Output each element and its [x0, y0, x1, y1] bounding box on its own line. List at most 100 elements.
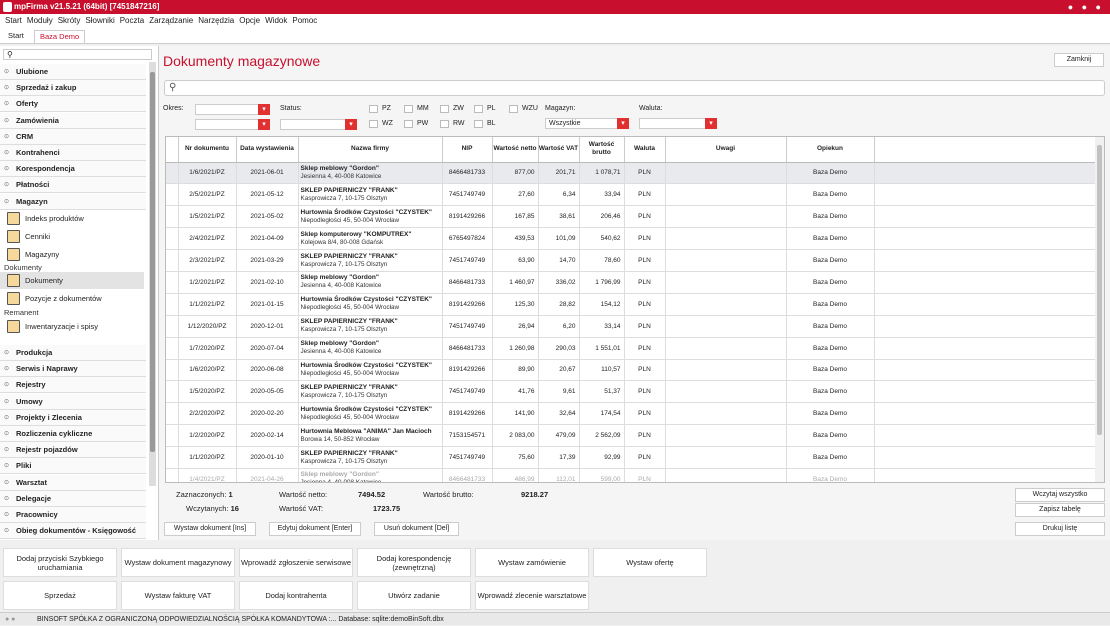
menu-item-1[interactable]: Moduły	[26, 16, 53, 25]
sidebar-group-ulubione[interactable]: Ulubione	[0, 64, 146, 80]
table-row[interactable]: 2/5/2021/PZ 2021-05-12 SKLEP PAPIERNICZY "…	[166, 183, 1104, 207]
sidebar-group-pliki[interactable]: Pliki	[0, 458, 146, 475]
sidebar-group-warsztat[interactable]: Warsztat	[0, 474, 146, 491]
search-input[interactable]: ⚲	[164, 80, 1105, 96]
close-button[interactable]: Zamknij	[1054, 53, 1104, 67]
sidebar-group-pracownicy[interactable]: Pracownicy	[0, 507, 146, 523]
sidebar-scrollbar[interactable]	[149, 62, 156, 486]
sidebar-group-serwis-i-naprawy[interactable]: Serwis i Naprawy	[0, 361, 146, 378]
checkbox-zw[interactable]	[440, 105, 449, 113]
delete-document-button[interactable]: Usuń dokument [Del]	[374, 522, 459, 536]
sidebar-group-rozliczenia-cykliczne[interactable]: Rozliczenia cykliczne	[0, 426, 146, 442]
table-row[interactable]: 2/2/2020/PZ 2020-02-20 Hurtownia Środków C…	[166, 402, 1104, 426]
quick-button-7[interactable]: Wystaw fakturę VAT	[121, 581, 235, 610]
table-row[interactable]: 1/6/2020/PZ 2020-06-08 Hurtownia Środków C…	[166, 359, 1104, 382]
menu-item-6[interactable]: Narzędzia	[198, 16, 235, 25]
table-row[interactable]: 2/4/2021/PZ 2021-04-09 Sklep komputerowy "…	[166, 227, 1104, 251]
checkbox-mm[interactable]	[404, 105, 413, 113]
sidebar-group-kontrahenci[interactable]: Kontrahenci	[0, 145, 146, 161]
column-header-opiekun[interactable]: Opiekun	[786, 137, 875, 163]
quick-button-2[interactable]: Wprowadź zgłoszenie serwisowe	[239, 548, 353, 577]
print-list-button[interactable]: Drukuj listę	[1015, 522, 1105, 536]
column-header-waluta[interactable]: Waluta	[624, 137, 666, 163]
sidebar-item-cenniki[interactable]: Cenniki	[0, 228, 144, 245]
sidebar-group-produkcja[interactable]: Produkcja	[0, 345, 146, 361]
edit-document-button[interactable]: Edytuj dokument [Enter]	[269, 522, 361, 536]
sidebar-group-delegacje[interactable]: Delegacje	[0, 490, 146, 507]
column-header-nip[interactable]: NIP	[442, 137, 493, 163]
table-row[interactable]: 1/5/2020/PZ 2020-05-05 SKLEP PAPIERNICZY "…	[166, 380, 1104, 404]
menu-item-5[interactable]: Zarządzanie	[149, 16, 194, 25]
quick-button-8[interactable]: Dodaj kontrahenta	[239, 581, 353, 610]
save-table-button[interactable]: Zapisz tabelę	[1015, 503, 1105, 517]
sidebar-group-korespondencja[interactable]: Korespondencja	[0, 161, 146, 178]
menu-item-9[interactable]: Pomoc	[292, 16, 318, 25]
column-header-warto-netto[interactable]: Wartość netto	[492, 137, 539, 163]
quick-button-6[interactable]: Sprzedaż	[3, 581, 117, 610]
column-header-warto-vat[interactable]: Wartość VAT	[538, 137, 580, 163]
column-header-uwagi[interactable]: Uwagi	[665, 137, 787, 163]
menu-item-7[interactable]: Opcje	[239, 16, 261, 25]
sidebar-group-obieg-dokument-w-ksi-gowo-[interactable]: Obieg dokumentów - Księgowość	[0, 523, 146, 540]
column-header-nazwa-firmy[interactable]: Nazwa firmy	[298, 137, 443, 163]
table-row[interactable]: 1/5/2021/PZ 2021-05-02 Hurtownia Środków C…	[166, 205, 1104, 229]
table-row[interactable]: 1/6/2021/PZ 2021-06-01 Sklep meblowy "Gord…	[166, 162, 1104, 185]
window-controls[interactable]: ● ● ●	[1067, 2, 1104, 12]
table-row[interactable]: 1/1/2021/PZ 2021-01-15 Hurtownia Środków C…	[166, 293, 1104, 316]
table-row[interactable]: 1/7/2020/PZ 2020-07-04 Sklep meblowy "Gord…	[166, 337, 1104, 360]
table-row[interactable]: 1/2/2020/PZ 2020-02-14 Hurtownia Meblowa "…	[166, 424, 1104, 448]
checkbox-pw[interactable]	[404, 120, 413, 128]
table-row[interactable]: 1/1/2020/PZ 2020-01-10 SKLEP PAPIERNICZY "…	[166, 446, 1104, 469]
status-select[interactable]: ▾	[280, 119, 357, 130]
table-row[interactable]: 1/2/2021/PZ 2021-02-10 Sklep meblowy "Gord…	[166, 271, 1104, 294]
checkbox-rw[interactable]	[440, 120, 449, 128]
checkbox-wz[interactable]	[369, 120, 378, 128]
sidebar-group-projekty-i-zlecenia[interactable]: Projekty i Zlecenia	[0, 409, 146, 426]
menu-item-4[interactable]: Poczta	[119, 16, 145, 25]
quick-button-4[interactable]: Wystaw zamówienie	[475, 548, 589, 577]
sidebar-item-indeks-produkt-w[interactable]: Indeks produktów	[0, 210, 144, 227]
sidebar-item-pozycje-z-dokument-w[interactable]: Pozycje z dokumentów	[0, 290, 144, 307]
sidebar-group-crm[interactable]: CRM	[0, 128, 146, 145]
sidebar-item-inwentaryzacje-i-spisy[interactable]: Inwentaryzacje i spisy	[0, 318, 144, 335]
waluta-select[interactable]: ▾	[639, 118, 717, 129]
magazyn-select[interactable]: Wszystkie ▾	[545, 118, 629, 129]
checkbox-wzu[interactable]	[509, 105, 518, 113]
column-header-data-wystawienia[interactable]: Data wystawienia	[236, 137, 299, 163]
table-row[interactable]: 2/3/2021/PZ 2021-03-29 SKLEP PAPIERNICZY "…	[166, 249, 1104, 272]
sidebar-item-dokumenty[interactable]: Dokumenty	[0, 272, 144, 289]
grid-scrollbar[interactable]	[1095, 137, 1104, 482]
sidebar-search-input[interactable]: ⚲	[3, 49, 152, 60]
menu-item-8[interactable]: Widok	[265, 16, 288, 25]
sidebar-group-sprzeda-i-zakup[interactable]: Sprzedaż i zakup	[0, 80, 146, 97]
column-header-warto-brutto[interactable]: Wartość brutto	[579, 137, 625, 163]
table-row[interactable]: 1/12/2020/PZ 2020-12-01 SKLEP PAPIERNICZY …	[166, 315, 1104, 338]
checkbox-bl[interactable]	[474, 120, 483, 128]
column-header-nr-dokumentu[interactable]: Nr dokumentu	[178, 137, 237, 163]
sidebar-group-umowy[interactable]: Umowy	[0, 393, 146, 410]
sidebar-group-magazyn[interactable]: Magazyn	[0, 193, 146, 210]
sidebar-item-magazyny[interactable]: Magazyny	[0, 246, 144, 263]
sidebar-group-p-atno-ci[interactable]: Płatności	[0, 177, 146, 194]
okres-from-select[interactable]: ▾	[195, 104, 270, 115]
menu-item-2[interactable]: Skróty	[57, 16, 81, 25]
sidebar-group-oferty[interactable]: Oferty	[0, 96, 146, 113]
add-document-button[interactable]: Wystaw dokument [Ins]	[164, 522, 256, 536]
sidebar-group-rejestr-pojazd-w[interactable]: Rejestr pojazdów	[0, 442, 146, 459]
quick-button-5[interactable]: Wystaw ofertę	[593, 548, 707, 577]
menu-item-0[interactable]: Start	[5, 16, 22, 25]
okres-to-select[interactable]: ▾	[195, 119, 270, 130]
quick-button-1[interactable]: Wystaw dokument magazynowy	[121, 548, 235, 577]
sidebar-group-zam-wienia[interactable]: Zamówienia	[0, 112, 146, 129]
checkbox-pl[interactable]	[474, 105, 483, 113]
quick-button-3[interactable]: Dodaj korespondencję (zewnętrzną)	[357, 548, 471, 577]
load-all-button[interactable]: Wczytaj wszystko	[1015, 488, 1105, 502]
menu-item-3[interactable]: Słowniki	[85, 16, 115, 25]
quick-button-10[interactable]: Wprowadź zlecenie warsztatowe	[475, 581, 589, 610]
quick-button-0[interactable]: Dodaj przyciski Szybkiego uruchamiania	[3, 548, 117, 577]
tab-baza-demo[interactable]: Baza Demo	[34, 30, 86, 43]
sidebar-group-rejestry[interactable]: Rejestry	[0, 377, 146, 394]
quick-button-9[interactable]: Utwórz zadanie	[357, 581, 471, 610]
checkbox-pz[interactable]	[369, 105, 378, 113]
tab-start[interactable]: Start	[3, 30, 29, 43]
